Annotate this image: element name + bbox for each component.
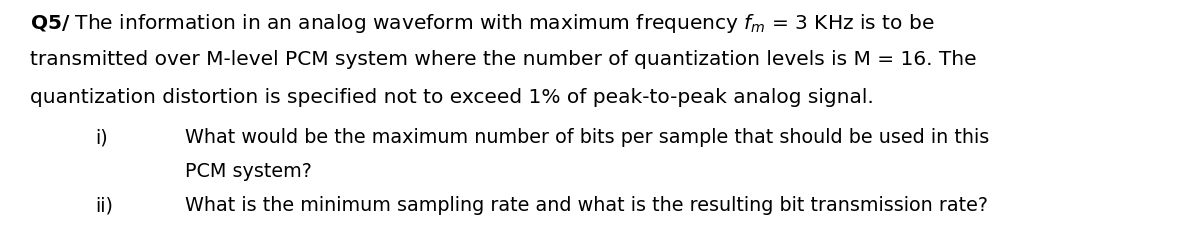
- Text: What is the minimum sampling rate and what is the resulting bit transmission rat: What is the minimum sampling rate and wh…: [185, 196, 988, 215]
- Text: ii): ii): [95, 196, 113, 215]
- Text: quantization distortion is specified not to exceed 1% of peak-to-peak analog sig: quantization distortion is specified not…: [30, 88, 874, 107]
- Text: What would be the maximum number of bits per sample that should be used in this: What would be the maximum number of bits…: [185, 128, 989, 147]
- Text: transmitted over M-level PCM system where the number of quantization levels is M: transmitted over M-level PCM system wher…: [30, 50, 977, 69]
- Text: $\mathbf{Q5/}$ The information in an analog waveform with maximum frequency $f_m: $\mathbf{Q5/}$ The information in an ana…: [30, 12, 935, 35]
- Text: i): i): [95, 128, 108, 147]
- Text: PCM system?: PCM system?: [185, 162, 312, 181]
